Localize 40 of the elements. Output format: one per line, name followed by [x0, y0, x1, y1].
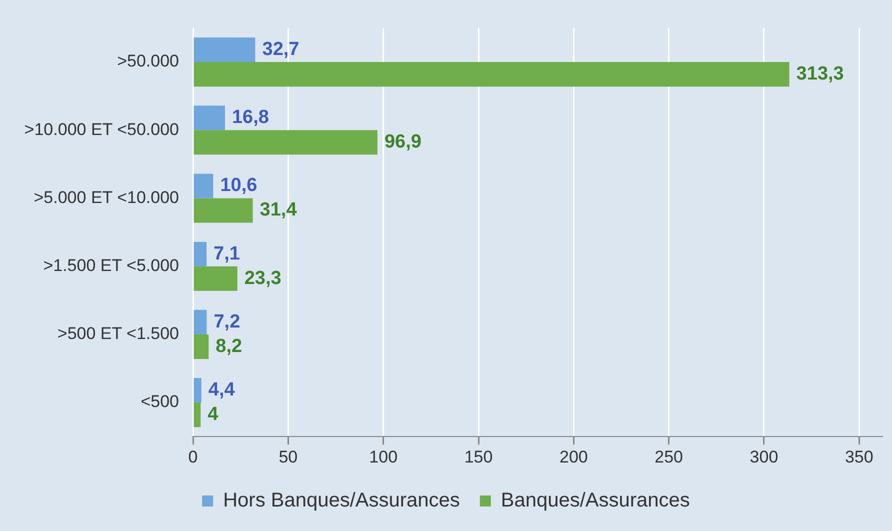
y-tick-label: >50.000 — [117, 52, 180, 71]
y-tick-label: >10.000 ET <50.000 — [24, 120, 180, 139]
data-label: 10,6 — [220, 175, 258, 196]
bar — [194, 174, 214, 198]
bar — [194, 130, 378, 155]
bar — [194, 106, 225, 130]
bar — [194, 334, 209, 359]
x-tick-label: 200 — [559, 447, 588, 466]
y-tick-label: >500 ET <1.500 — [57, 324, 180, 344]
bar — [194, 38, 256, 62]
data-label: 4 — [208, 404, 219, 426]
data-label: 7,2 — [214, 311, 240, 332]
y-tick-label: <500 — [140, 392, 180, 412]
data-label: 313,3 — [796, 64, 844, 85]
x-tick-label: 350 — [844, 447, 874, 466]
data-label: 7,1 — [214, 243, 240, 264]
y-tick-label: >1.500 ET <5.000 — [43, 256, 180, 276]
data-label: 96,9 — [384, 132, 422, 153]
bar — [194, 402, 201, 428]
data-label: 16,8 — [232, 107, 269, 128]
bar — [194, 198, 253, 223]
x-tick-label: 50 — [278, 447, 298, 466]
legend-label: Banques/Assurances — [500, 490, 690, 512]
y-tick-label: >5.000 ET <10.000 — [34, 188, 180, 207]
data-label: 23,3 — [244, 268, 282, 289]
x-tick-label: 100 — [369, 447, 398, 466]
bar — [194, 242, 207, 266]
data-label: 31,4 — [260, 200, 298, 221]
bar — [194, 378, 202, 403]
bar — [194, 266, 238, 291]
x-tick-label: 150 — [464, 447, 493, 466]
x-tick-label: 250 — [654, 447, 684, 466]
x-tick-label: 300 — [750, 447, 778, 466]
x-tick-label: 0 — [188, 447, 198, 466]
legend-label: Hors Banques/Assurances — [223, 490, 460, 512]
data-label: 4,4 — [208, 380, 236, 401]
data-label: 8,2 — [216, 336, 242, 357]
bar — [194, 62, 790, 87]
data-label: 32,7 — [262, 39, 300, 60]
bar — [194, 310, 207, 334]
